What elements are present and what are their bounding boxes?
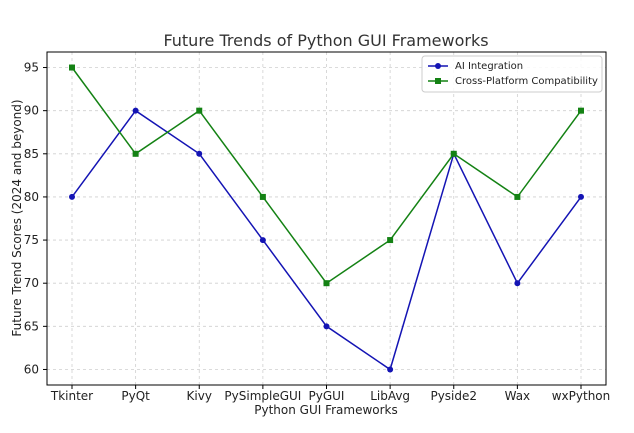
chart-title: Future Trends of Python GUI Frameworks	[163, 31, 488, 50]
y-tick-label-95: 95	[24, 61, 39, 75]
legend-label-cross-platform: Cross-Platform Compatibility	[455, 76, 598, 87]
point-ai-integration-pysimplegui	[259, 237, 266, 244]
point-ai-integration-wax	[514, 280, 521, 287]
point-ai-integration-wxpython	[578, 193, 584, 200]
x-tick-label-tkinter: Tkinter	[50, 389, 93, 403]
point-cross-platform-compatibility-tkinter	[69, 64, 75, 71]
point-cross-platform-compatibility-kivy	[196, 107, 203, 114]
point-cross-platform-compatibility-pyqt	[132, 150, 139, 157]
x-axis-label: Python GUI Frameworks	[254, 403, 398, 417]
point-cross-platform-compatibility-pysimplegui	[259, 193, 266, 200]
x-axis-ticks: Tkinter PyQt Kivy PySimpleGUI PyGUI LibAvg Pys…	[50, 385, 610, 403]
series-group	[69, 64, 584, 373]
point-cross-platform-compatibility-wax	[514, 193, 521, 200]
point-cross-platform-compatibility-pyside2	[450, 150, 457, 157]
x-tick-label-kivy: Kivy	[187, 389, 212, 403]
x-tick-label-pygui: PyGUI	[309, 389, 345, 403]
legend-marker-ai-integration	[435, 63, 441, 69]
x-tick-label-wax: Wax	[505, 389, 531, 403]
point-ai-integration-libavg	[387, 366, 394, 373]
y-tick-label-70: 70	[24, 276, 39, 290]
grid	[47, 52, 606, 385]
y-tick-label-90: 90	[24, 104, 39, 118]
point-cross-platform-compatibility-libavg	[387, 237, 394, 244]
point-ai-integration-pyqt	[132, 107, 139, 114]
point-ai-integration-pygui	[323, 323, 330, 330]
x-tick-label-pyqt: PyQt	[121, 389, 150, 403]
point-cross-platform-compatibility-pygui	[323, 280, 330, 287]
point-ai-integration-kivy	[196, 150, 203, 157]
legend-label-ai-integration: AI Integration	[455, 61, 523, 72]
y-tick-label-65: 65	[24, 319, 39, 333]
y-tick-label-75: 75	[24, 233, 39, 247]
y-tick-label-80: 80	[24, 190, 39, 204]
y-axis-ticks: 60 65 70 75 80 85 90 95	[24, 61, 47, 376]
point-ai-integration-tkinter	[69, 193, 75, 200]
legend: AI Integration Cross-Platform Compatibil…	[421, 55, 603, 93]
x-tick-label-libavg: LibAvg	[370, 389, 410, 403]
y-axis-label: Future Trend Scores (2024 and beyond)	[10, 99, 24, 336]
legend-marker-cross-platform	[435, 78, 441, 84]
y-tick-label-85: 85	[24, 147, 39, 161]
legend-box	[421, 55, 603, 93]
point-cross-platform-compatibility-wxpython	[578, 107, 584, 114]
x-tick-label-pyside2: Pyside2	[430, 389, 477, 403]
x-tick-label-wxpython: wxPython	[552, 389, 611, 403]
x-tick-label-pysimplegui: PySimpleGUI	[224, 389, 301, 403]
y-tick-label-60: 60	[24, 362, 39, 376]
